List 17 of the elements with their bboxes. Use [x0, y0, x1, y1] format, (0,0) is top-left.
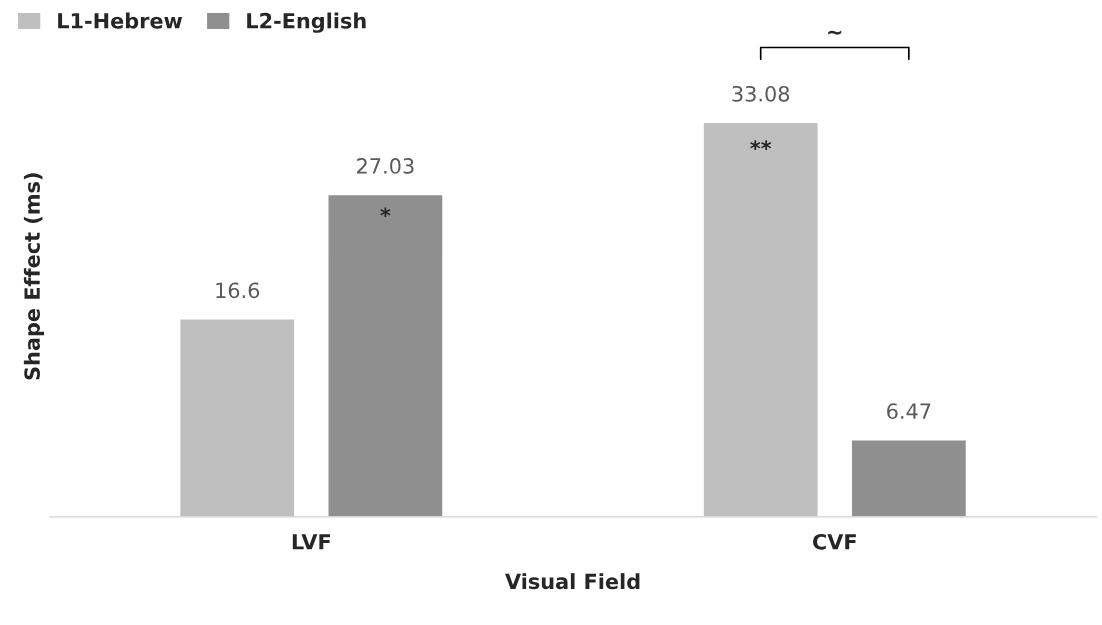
data-label: 6.47: [887, 403, 931, 420]
annotation: *: [380, 207, 391, 218]
legend-label: L1-Hebrew: [58, 12, 183, 29]
x-tick-label: LVF: [292, 534, 330, 550]
data-label: 27.03: [357, 158, 414, 174]
text: ~: [828, 30, 842, 35]
bar: [178, 318, 296, 517]
y-axis-title: Shape Effect (ms): [23, 173, 45, 380]
bar: [702, 121, 819, 517]
data-label: 16.6: [216, 282, 260, 299]
x-tick-label: CVF: [812, 533, 856, 550]
data-label: 33.08: [732, 85, 790, 102]
legend-label: L2-English: [247, 12, 366, 33]
bar: [327, 193, 444, 517]
x-axis-title: Visual Field: [505, 573, 640, 590]
annotation: **: [750, 140, 772, 150]
bar: [850, 439, 968, 517]
